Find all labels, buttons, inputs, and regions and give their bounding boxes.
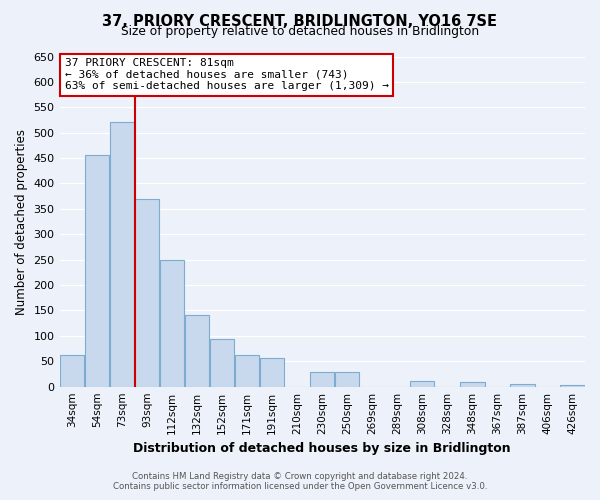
Bar	[410, 380, 434, 386]
Bar	[460, 382, 485, 386]
Bar	[560, 385, 584, 386]
Y-axis label: Number of detached properties: Number of detached properties	[15, 128, 28, 314]
Bar	[210, 340, 235, 386]
Bar	[110, 122, 134, 386]
Bar	[135, 199, 159, 386]
Bar	[260, 358, 284, 386]
Text: Contains HM Land Registry data © Crown copyright and database right 2024.
Contai: Contains HM Land Registry data © Crown c…	[113, 472, 487, 491]
Bar	[185, 315, 209, 386]
Text: 37, PRIORY CRESCENT, BRIDLINGTON, YO16 7SE: 37, PRIORY CRESCENT, BRIDLINGTON, YO16 7…	[103, 14, 497, 29]
Text: 37 PRIORY CRESCENT: 81sqm
← 36% of detached houses are smaller (743)
63% of semi: 37 PRIORY CRESCENT: 81sqm ← 36% of detac…	[65, 58, 389, 92]
Bar	[60, 355, 84, 386]
Bar	[160, 260, 184, 386]
X-axis label: Distribution of detached houses by size in Bridlington: Distribution of detached houses by size …	[133, 442, 511, 455]
Bar	[511, 384, 535, 386]
Bar	[235, 355, 259, 386]
Bar	[310, 372, 334, 386]
Bar	[335, 372, 359, 386]
Bar	[85, 155, 109, 386]
Text: Size of property relative to detached houses in Bridlington: Size of property relative to detached ho…	[121, 25, 479, 38]
